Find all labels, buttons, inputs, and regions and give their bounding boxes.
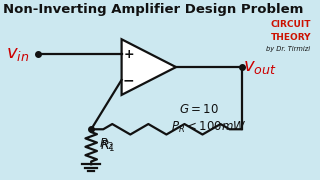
Text: +: + — [123, 48, 134, 61]
Text: $R_2$: $R_2$ — [99, 136, 115, 152]
Polygon shape — [122, 39, 176, 95]
Text: Non-Inverting Amplifier Design Problem: Non-Inverting Amplifier Design Problem — [4, 3, 304, 16]
Text: by Dr. Tirmizi: by Dr. Tirmizi — [266, 46, 310, 52]
Text: $v_{in}$: $v_{in}$ — [6, 45, 29, 63]
Text: −: − — [123, 73, 134, 87]
Text: THEORY: THEORY — [271, 33, 311, 42]
Text: $P_R < 100mW$: $P_R < 100mW$ — [171, 120, 247, 135]
Text: $G = 10$: $G = 10$ — [179, 103, 219, 116]
Text: $v_{out}$: $v_{out}$ — [243, 58, 277, 76]
Text: CIRCUIT: CIRCUIT — [271, 20, 311, 29]
Text: $R_1$: $R_1$ — [100, 139, 116, 154]
